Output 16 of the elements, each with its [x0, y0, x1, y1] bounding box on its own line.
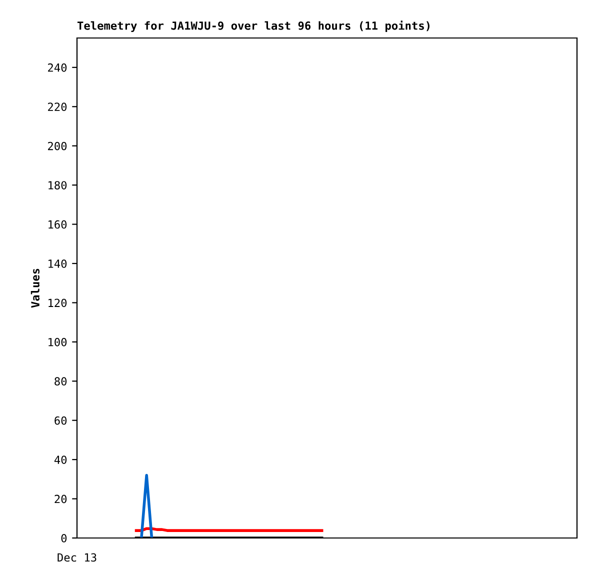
- chart-title: Telemetry for JA1WJU-9 over last 96 hours (11 points): [77, 20, 430, 32]
- y-tick-label: 0: [61, 534, 67, 542]
- y-tick-label: 20: [54, 494, 67, 504]
- text: Dec 13: [58, 553, 96, 562]
- y-tick-label: 180: [48, 181, 67, 190]
- y-tick-label: 140: [48, 259, 67, 268]
- y-tick-label: 100: [48, 338, 67, 346]
- y-axis-title: Values: [30, 268, 40, 308]
- y-tick-label: 160: [48, 220, 67, 229]
- y-tick-label: 200: [48, 142, 67, 150]
- y-tick-label: 240: [48, 63, 67, 72]
- y-tick-label: 80: [54, 377, 67, 386]
- y-tick-label: 220: [48, 102, 67, 112]
- y-tick-label: 60: [54, 416, 67, 425]
- y-tick-label: 120: [48, 298, 67, 308]
- y-tick-label: 40: [54, 456, 67, 464]
